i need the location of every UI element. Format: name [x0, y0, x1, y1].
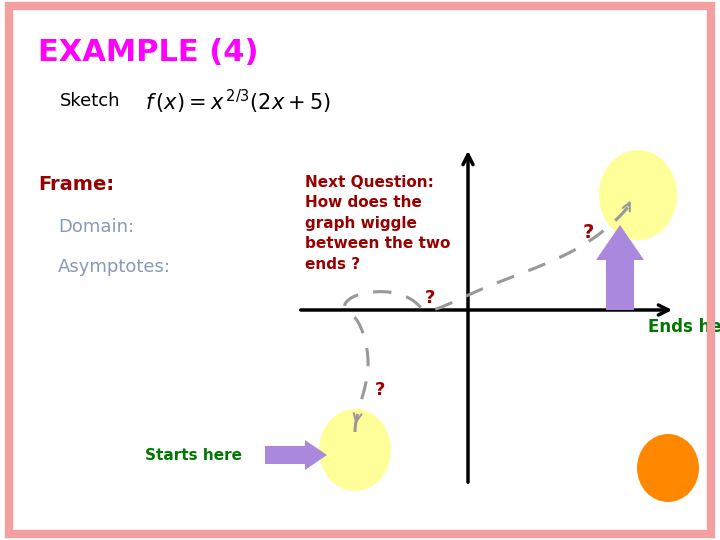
- Text: EXAMPLE (4): EXAMPLE (4): [38, 38, 258, 67]
- Text: ?: ?: [425, 289, 435, 307]
- Text: Starts here: Starts here: [145, 448, 242, 462]
- Ellipse shape: [319, 409, 391, 491]
- Text: Asymptotes:: Asymptotes:: [58, 258, 171, 276]
- Text: Sketch: Sketch: [60, 92, 120, 110]
- Ellipse shape: [599, 150, 677, 240]
- Text: ?: ?: [375, 381, 385, 399]
- Text: Domain:: Domain:: [58, 218, 134, 236]
- FancyArrow shape: [265, 440, 327, 470]
- Text: Ends here: Ends here: [648, 318, 720, 336]
- Text: $f\,(x)=x^{\,2/3}(2x+5)$: $f\,(x)=x^{\,2/3}(2x+5)$: [145, 88, 331, 116]
- FancyArrow shape: [596, 225, 644, 310]
- Text: ?: ?: [582, 222, 594, 241]
- Ellipse shape: [637, 434, 699, 502]
- Text: Frame:: Frame:: [38, 175, 114, 194]
- Text: Next Question:
How does the
graph wiggle
between the two
ends ?: Next Question: How does the graph wiggle…: [305, 175, 451, 272]
